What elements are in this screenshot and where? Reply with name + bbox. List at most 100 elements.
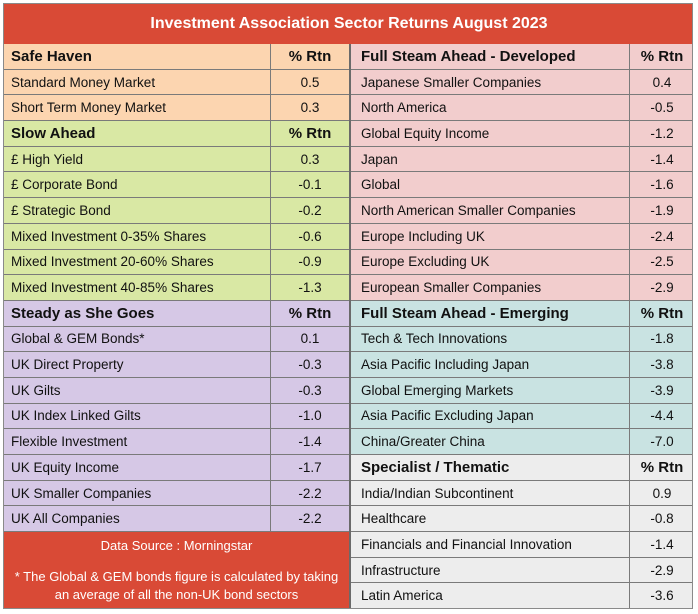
sector-name: Financials and Financial Innovation — [361, 536, 572, 552]
table-row: Japan -1.4 — [351, 146, 692, 173]
table-row: Asia Pacific Including Japan -3.8 — [351, 352, 692, 378]
table-row: Flexible Investment -1.4 — [4, 429, 349, 455]
sector-name: China/Greater China — [361, 434, 485, 450]
return-value: -1.8 — [629, 326, 692, 352]
table-row: Global Equity Income -1.2 — [351, 121, 692, 147]
return-value: -1.4 — [629, 146, 692, 172]
table-row: Europe Excluding UK -2.5 — [351, 249, 692, 276]
table-row: India/Indian Subcontinent 0.9 — [351, 480, 692, 507]
return-value: -2.9 — [629, 557, 692, 583]
section-header: Full Steam Ahead - Emerging % Rtn — [351, 300, 692, 327]
table-row: Mixed Investment 40-85% Shares -1.3 — [4, 275, 349, 301]
table-row: Tech & Tech Innovations -1.8 — [351, 326, 692, 353]
sector-returns-table: Investment Association Sector Returns Au… — [3, 3, 693, 609]
return-value: -1.4 — [270, 429, 349, 454]
sector-name: Global — [361, 177, 401, 193]
table-row: UK Gilts -0.3 — [4, 377, 349, 404]
table-title: Investment Association Sector Returns Au… — [4, 4, 692, 44]
table-row: North American Smaller Companies -1.9 — [351, 198, 692, 224]
return-value: -1.3 — [270, 275, 349, 300]
return-value: -0.5 — [629, 95, 692, 121]
return-value: -1.4 — [629, 532, 692, 557]
sector-name: Japanese Smaller Companies — [361, 74, 542, 90]
sector-name: £ High Yield — [11, 151, 84, 167]
sector-name: Europe Excluding UK — [361, 254, 490, 270]
section-title: Specialist / Thematic — [361, 458, 510, 476]
sector-name: Short Term Money Market — [11, 100, 167, 116]
table-row: £ Corporate Bond -0.1 — [4, 172, 349, 199]
section-title: Steady as She Goes — [11, 304, 155, 322]
table-row: China/Greater China -7.0 — [351, 429, 692, 455]
right-column: Full Steam Ahead - Developed % Rtn Japanes… — [349, 44, 692, 608]
section-header: Safe Haven % Rtn — [4, 44, 349, 70]
sector-name: Mixed Investment 40-85% Shares — [11, 280, 214, 296]
return-column-header: % Rtn — [629, 300, 692, 326]
return-value: 0.4 — [629, 69, 692, 95]
return-value: -0.3 — [270, 352, 349, 377]
section-title: Full Steam Ahead - Developed — [361, 47, 576, 65]
section-header: Specialist / Thematic % Rtn — [351, 455, 692, 481]
sector-name: Global Emerging Markets — [361, 382, 514, 398]
sector-name: Japan — [361, 151, 398, 167]
sector-name: Healthcare — [361, 511, 427, 527]
sector-name: Global & GEM Bonds* — [11, 331, 145, 347]
return-value: 0.1 — [270, 326, 349, 352]
table-row: Mixed Investment 20-60% Shares -0.9 — [4, 249, 349, 276]
table-row: Short Term Money Market 0.3 — [4, 95, 349, 122]
table-row: UK Smaller Companies -2.2 — [4, 480, 349, 507]
sector-name: Mixed Investment 0-35% Shares — [11, 228, 207, 244]
sector-name: Tech & Tech Innovations — [361, 331, 508, 347]
sector-name: Global Equity Income — [361, 125, 490, 141]
sector-name: £ Strategic Bond — [11, 202, 111, 218]
return-value: 0.3 — [270, 146, 349, 172]
section-title: Full Steam Ahead - Emerging — [361, 304, 569, 322]
table-row: £ High Yield 0.3 — [4, 146, 349, 173]
sector-name: India/Indian Subcontinent — [361, 485, 514, 501]
sector-name: Infrastructure — [361, 562, 441, 578]
return-value: -2.2 — [270, 506, 349, 532]
return-value: -1.7 — [270, 455, 349, 480]
sector-name: European Smaller Companies — [361, 280, 542, 296]
return-value: -4.4 — [629, 403, 692, 429]
section-title: Slow Ahead — [11, 124, 96, 142]
sector-name: Flexible Investment — [11, 434, 128, 450]
return-value: -2.9 — [629, 275, 692, 300]
footnote: * The Global & GEM bonds figure is calcu… — [14, 569, 339, 603]
sector-name: Latin America — [361, 588, 443, 604]
table-row: North America -0.5 — [351, 95, 692, 122]
return-column-header: % Rtn — [270, 300, 349, 326]
table-row: UK Index Linked Gilts -1.0 — [4, 403, 349, 430]
sector-name: Asia Pacific Including Japan — [361, 357, 530, 373]
table-row: UK Direct Property -0.3 — [4, 352, 349, 378]
sector-name: Asia Pacific Excluding Japan — [361, 408, 534, 424]
table-row: Mixed Investment 0-35% Shares -0.6 — [4, 223, 349, 250]
sector-name: Standard Money Market — [11, 74, 156, 90]
return-value: -0.1 — [270, 172, 349, 198]
table-row: Global Emerging Markets -3.9 — [351, 377, 692, 404]
sector-name: North American Smaller Companies — [361, 202, 576, 218]
table-row: UK All Companies -2.2 — [4, 506, 349, 533]
table-row: Europe Including UK -2.4 — [351, 223, 692, 250]
return-value: -3.6 — [629, 583, 692, 608]
return-column-header: % Rtn — [270, 44, 349, 69]
table-row: Asia Pacific Excluding Japan -4.4 — [351, 403, 692, 430]
return-value: -0.2 — [270, 198, 349, 223]
section-title: Safe Haven — [11, 47, 92, 65]
return-value: -1.9 — [629, 198, 692, 223]
table-row: Financials and Financial Innovation -1.4 — [351, 532, 692, 558]
return-value: -2.4 — [629, 223, 692, 249]
return-value: -0.8 — [629, 506, 692, 532]
return-value: -1.2 — [629, 121, 692, 146]
return-value: -2.2 — [270, 480, 349, 506]
table-row: Latin America -3.6 — [351, 583, 692, 608]
sector-name: Mixed Investment 20-60% Shares — [11, 254, 214, 270]
sector-name: Europe Including UK — [361, 228, 485, 244]
table-row: Healthcare -0.8 — [351, 506, 692, 533]
sector-name: UK Direct Property — [11, 357, 124, 373]
section-header: Steady as She Goes % Rtn — [4, 300, 349, 327]
return-value: 0.9 — [629, 480, 692, 506]
return-value: -0.9 — [270, 249, 349, 275]
table-row: Infrastructure -2.9 — [351, 557, 692, 584]
table-row: Japanese Smaller Companies 0.4 — [351, 69, 692, 96]
sector-name: UK Smaller Companies — [11, 485, 152, 501]
